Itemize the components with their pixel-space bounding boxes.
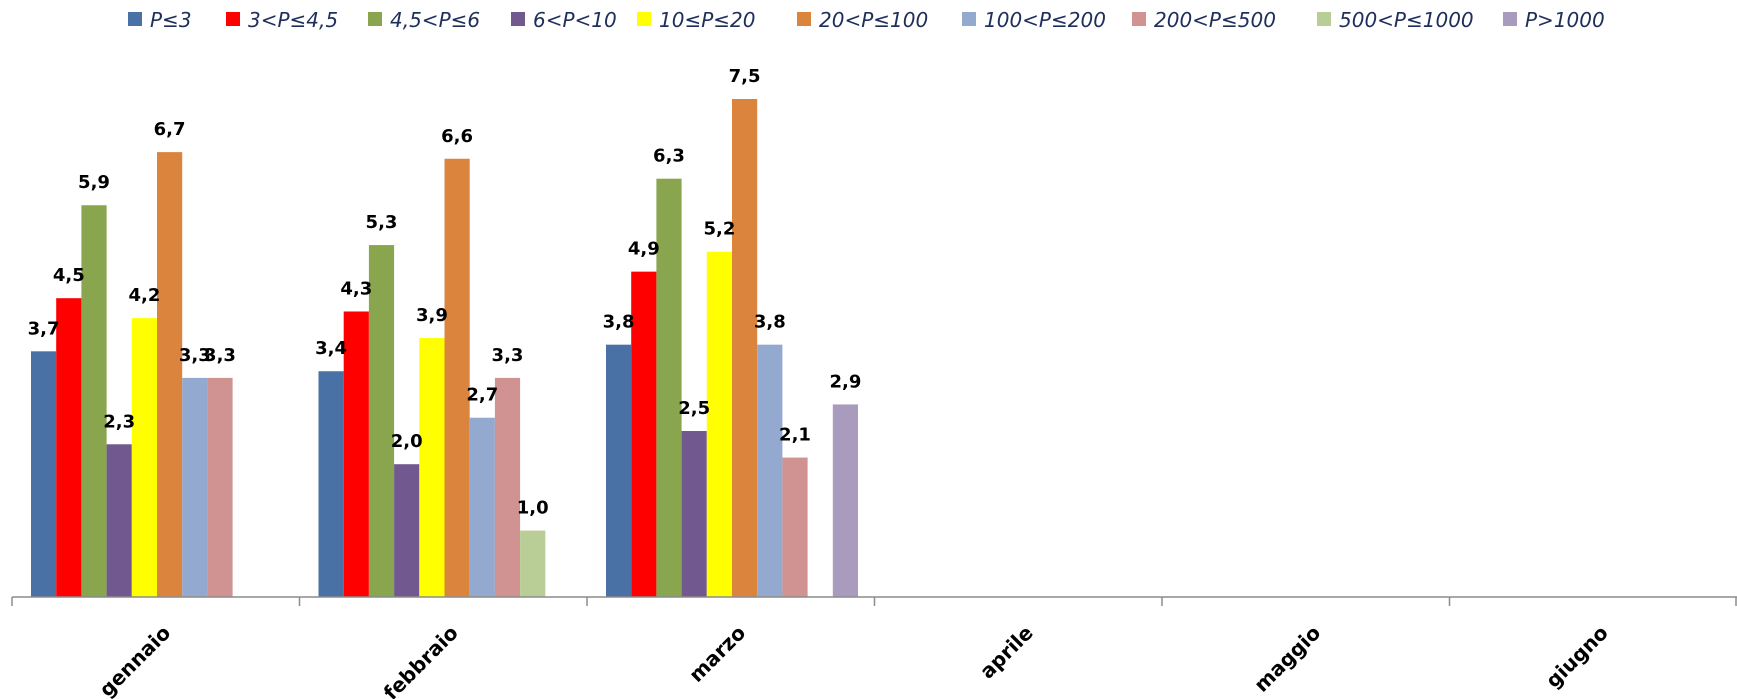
x-tick-label-febbraio: febbraio <box>379 621 463 699</box>
chart-bars <box>31 99 858 598</box>
data-label-febbraio-series-8: 3,3 <box>492 345 524 366</box>
bar-febbraio-series-8 <box>494 377 521 597</box>
data-label-gennaio-series-2: 4,5 <box>53 265 85 286</box>
data-label-febbraio-series-5: 3,9 <box>416 305 448 326</box>
x-tick-label-marzo: marzo <box>684 621 750 687</box>
bar-febbraio-series-5 <box>419 338 445 597</box>
bar-marzo-series-8 <box>782 457 808 597</box>
bar-marzo-series-10 <box>832 404 858 597</box>
legend-label-3: 4,5<P≤6 <box>390 8 480 32</box>
legend-swatch-9 <box>1317 12 1331 26</box>
data-label-febbraio-series-9: 1,0 <box>517 498 549 519</box>
data-label-marzo-series-4: 2,5 <box>678 398 710 419</box>
data-label-marzo-series-3: 6,3 <box>653 146 685 167</box>
bar-marzo-series-6 <box>732 99 758 597</box>
data-label-marzo-series-5: 5,2 <box>703 219 735 240</box>
legend-label-4: 6<P<10 <box>533 8 617 32</box>
legend-label-1: P≤3 <box>150 8 192 32</box>
bar-marzo-series-5 <box>706 251 732 597</box>
legend-label-9: 500<P≤1000 <box>1339 8 1474 32</box>
data-label-gennaio-series-4: 2,3 <box>103 411 135 432</box>
data-label-marzo-series-7: 3,8 <box>754 312 786 333</box>
legend-swatch-8 <box>1132 12 1146 26</box>
bar-gennaio-series-6 <box>157 152 183 597</box>
bar-gennaio-series-4 <box>106 444 132 597</box>
data-label-gennaio-series-1: 3,7 <box>28 318 60 339</box>
legend-swatch-5 <box>637 12 651 26</box>
x-tick-label-aprile: aprile <box>975 621 1038 684</box>
bar-febbraio-series-2 <box>343 311 369 597</box>
data-label-marzo-series-6: 7,5 <box>729 66 761 87</box>
bar-gennaio-series-7 <box>182 377 208 597</box>
data-label-gennaio-series-3: 5,9 <box>78 172 110 193</box>
chart-data-labels: 3,74,55,92,34,26,73,33,3 3,44,35,32,03,96… <box>28 66 862 519</box>
bar-marzo-series-7 <box>757 344 783 597</box>
bar-gennaio-series-8 <box>207 377 233 597</box>
legend-label-7: 100<P≤200 <box>984 8 1106 32</box>
x-tick-label-giugno: giugno <box>1541 621 1613 693</box>
legend-swatch-4 <box>511 12 525 26</box>
data-label-gennaio-series-5: 4,2 <box>128 285 160 306</box>
legend-swatch-6 <box>797 12 811 26</box>
bar-febbraio-series-9 <box>520 530 546 597</box>
bar-febbraio-series-6 <box>444 158 470 597</box>
data-label-marzo-series-1: 3,8 <box>603 312 635 333</box>
data-label-gennaio-series-8: 3,3 <box>204 345 236 366</box>
data-label-febbraio-series-4: 2,0 <box>391 431 423 452</box>
bar-gennaio-series-2 <box>56 298 82 597</box>
legend-label-8: 200<P≤500 <box>1154 8 1276 32</box>
legend-label-2: 3<P≤4,5 <box>248 8 338 32</box>
x-axis: gennaio febbraio marzo aprile maggio giugno <box>11 596 1737 699</box>
data-label-febbraio-series-2: 4,3 <box>340 278 372 299</box>
data-label-febbraio-series-6: 6,6 <box>441 126 473 147</box>
data-label-marzo-series-2: 4,9 <box>628 239 660 260</box>
legend-swatch-3 <box>368 12 382 26</box>
bar-marzo-series-1 <box>606 344 632 597</box>
data-label-febbraio-series-7: 2,7 <box>466 385 498 406</box>
bar-gennaio-series-3 <box>81 205 107 598</box>
legend-label-6: 20<P≤100 <box>819 8 928 32</box>
legend-swatch-7 <box>962 12 976 26</box>
bar-febbraio-series-3 <box>368 245 395 597</box>
legend-label-5: 10≤P≤20 <box>659 8 755 32</box>
data-label-febbraio-series-3: 5,3 <box>366 212 398 233</box>
data-label-marzo-series-10: 2,9 <box>829 371 861 392</box>
bar-marzo-series-3 <box>656 178 682 597</box>
legend-swatch-10 <box>1503 12 1517 26</box>
legend-swatch-1 <box>128 12 142 26</box>
bar-gennaio-series-1 <box>31 351 57 597</box>
data-label-marzo-series-8: 2,1 <box>779 425 811 446</box>
legend-swatch-2 <box>226 12 240 26</box>
bar-febbraio-series-7 <box>469 417 495 597</box>
x-tick-label-gennaio: gennaio <box>94 621 175 699</box>
data-label-febbraio-series-1: 3,4 <box>315 338 347 359</box>
bar-marzo-series-2 <box>631 271 657 597</box>
bar-marzo-series-4 <box>681 431 707 597</box>
bar-febbraio-series-4 <box>394 464 420 597</box>
chart-legend: P≤3 3<P≤4,5 4,5<P≤6 6<P<10 10≤P≤20 20<P≤100 10… <box>128 8 1605 32</box>
bar-febbraio-series-1 <box>318 371 344 597</box>
x-tick-label-maggio: maggio <box>1249 621 1325 697</box>
data-label-gennaio-series-7: 3,3 <box>179 345 211 366</box>
data-label-gennaio-series-6: 6,7 <box>154 119 186 140</box>
bar-gennaio-series-5 <box>131 318 157 597</box>
legend-label-10: P>1000 <box>1525 8 1605 32</box>
